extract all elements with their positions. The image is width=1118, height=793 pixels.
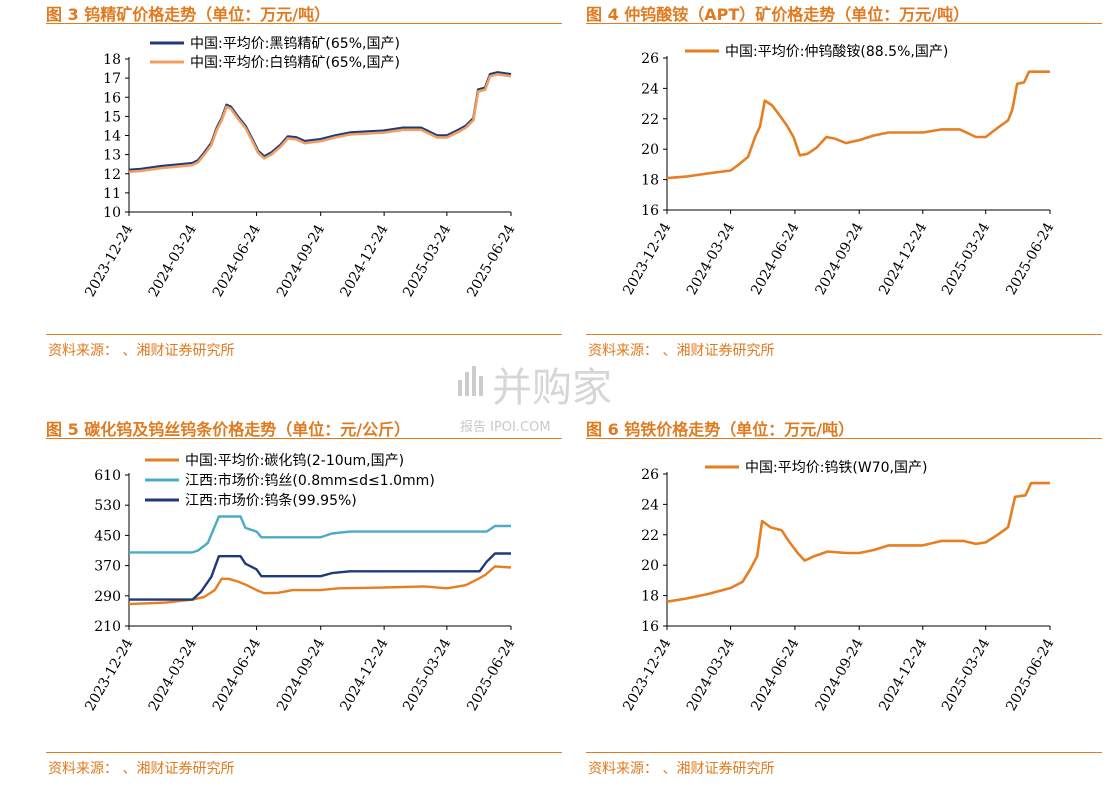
source-note-fig3: 资料来源： 、湘财证券研究所 [48, 343, 235, 359]
x-tick-label: 2023-12-24 [620, 636, 674, 714]
y-tick-label: 530 [94, 498, 121, 514]
series-line [666, 70, 1050, 180]
source-rule-fig5 [46, 752, 562, 753]
x-tick-label: 2024-12-24 [876, 636, 930, 714]
x-tick-label: 2024-03-24 [146, 222, 200, 300]
y-tick-label: 24 [641, 81, 659, 97]
title-rule-fig3 [46, 23, 562, 24]
series-line [129, 515, 511, 554]
y-tick-label: 370 [94, 559, 121, 575]
y-tick-label: 290 [94, 589, 121, 605]
legend-label: 中国:平均价:白钨精矿(65%,国产) [190, 55, 400, 71]
y-tick-label: 22 [641, 528, 659, 544]
series-line [129, 552, 511, 601]
y-tick-label: 210 [94, 619, 121, 635]
series-line [128, 565, 512, 606]
watermark-logo-icon [458, 366, 483, 396]
y-tick-label: 18 [641, 589, 659, 605]
legend-label: 中国:平均价:碳化钨(2-10um,国产) [185, 453, 404, 469]
y-tick-label: 20 [641, 558, 659, 574]
series-line [666, 481, 1050, 603]
chart-title-fig4: 图 4 仲钨酸铵（APT）矿价格走势（单位：万元/吨） [586, 5, 970, 24]
y-tick-label: 15 [103, 109, 121, 125]
chart-title-fig6: 图 6 钨铁价格走势（单位：万元/吨） [586, 420, 855, 439]
source-rule-fig4 [586, 334, 1102, 335]
x-tick-label: 2024-09-24 [274, 222, 328, 300]
x-tick-label: 2024-06-24 [210, 636, 264, 714]
series-line [128, 73, 512, 174]
chart-title-fig5: 图 5 碳化钨及钨丝钨条价格走势（单位：元/公斤） [46, 420, 411, 439]
y-tick-label: 22 [641, 112, 659, 128]
series-line [128, 71, 512, 172]
x-tick-label: 2025-06-24 [464, 222, 518, 300]
y-tick-label: 20 [641, 142, 659, 158]
y-tick-label: 610 [94, 468, 121, 484]
source-rule-fig3 [46, 334, 562, 335]
legend-label: 江西:市场价:钨丝(0.8mm≤d≤1.0mm) [185, 472, 435, 489]
y-tick-label: 16 [641, 203, 659, 219]
y-tick-label: 14 [103, 129, 121, 145]
title-rule-fig4 [586, 23, 1102, 24]
x-tick-label: 2024-03-24 [146, 636, 200, 714]
title-rule-fig5 [46, 438, 562, 439]
watermark-text: 并购家 [492, 365, 612, 411]
x-tick-label: 2024-09-24 [274, 636, 328, 714]
x-tick-label: 2024-03-24 [684, 220, 738, 298]
legend-label: 中国:平均价:钨铁(W70,国产) [745, 460, 927, 476]
x-tick-label: 2025-06-24 [1003, 220, 1057, 298]
x-tick-label: 2023-12-24 [620, 220, 674, 298]
x-tick-label: 2024-03-24 [684, 636, 738, 714]
legend-label: 江西:市场价:钨条(99.95%) [185, 492, 357, 509]
x-tick-label: 2025-06-24 [1003, 636, 1057, 714]
x-tick-label: 2024-12-24 [876, 220, 930, 298]
y-tick-label: 18 [641, 173, 659, 189]
watermark-subtext: 报告 IPOI.COM [460, 420, 551, 435]
legend-label: 中国:平均价:仲钨酸铵(88.5%,国产) [725, 44, 948, 60]
x-tick-label: 2025-03-24 [939, 636, 993, 714]
y-tick-label: 12 [103, 167, 121, 183]
x-tick-label: 2024-06-24 [748, 220, 802, 298]
x-tick-label: 2024-09-24 [812, 636, 866, 714]
y-tick-label: 10 [103, 205, 121, 221]
title-rule-fig6 [586, 438, 1102, 439]
x-tick-label: 2024-12-24 [337, 222, 391, 300]
x-tick-label: 2025-03-24 [400, 222, 454, 300]
x-tick-label: 2025-06-24 [464, 636, 518, 714]
source-note-fig4: 资料来源： 、湘财证券研究所 [588, 343, 775, 359]
source-note-fig6: 资料来源： 、湘财证券研究所 [588, 761, 775, 777]
source-rule-fig6 [586, 752, 1102, 753]
legend-label: 中国:平均价:黑钨精矿(65%,国产) [190, 36, 400, 52]
x-tick-label: 2023-12-24 [82, 636, 136, 714]
y-tick-label: 24 [641, 497, 659, 513]
x-tick-label: 2023-12-24 [82, 222, 136, 300]
chart-title-fig3: 图 3 钨精矿价格走势（单位：万元/吨） [46, 5, 331, 24]
y-tick-label: 18 [103, 52, 121, 68]
x-tick-label: 2025-03-24 [939, 220, 993, 298]
y-tick-label: 17 [103, 71, 121, 87]
y-tick-label: 11 [103, 186, 121, 202]
y-tick-label: 450 [94, 528, 121, 544]
y-tick-label: 26 [641, 51, 659, 67]
source-note-fig5: 资料来源： 、湘财证券研究所 [48, 761, 235, 777]
x-tick-label: 2024-09-24 [812, 220, 866, 298]
y-tick-label: 13 [103, 148, 121, 164]
x-tick-label: 2025-03-24 [400, 636, 454, 714]
x-tick-label: 2024-06-24 [748, 636, 802, 714]
y-tick-label: 16 [641, 619, 659, 635]
x-tick-label: 2024-12-24 [337, 636, 391, 714]
x-tick-label: 2024-06-24 [210, 222, 264, 300]
y-tick-label: 26 [641, 467, 659, 483]
y-tick-label: 16 [103, 90, 121, 106]
